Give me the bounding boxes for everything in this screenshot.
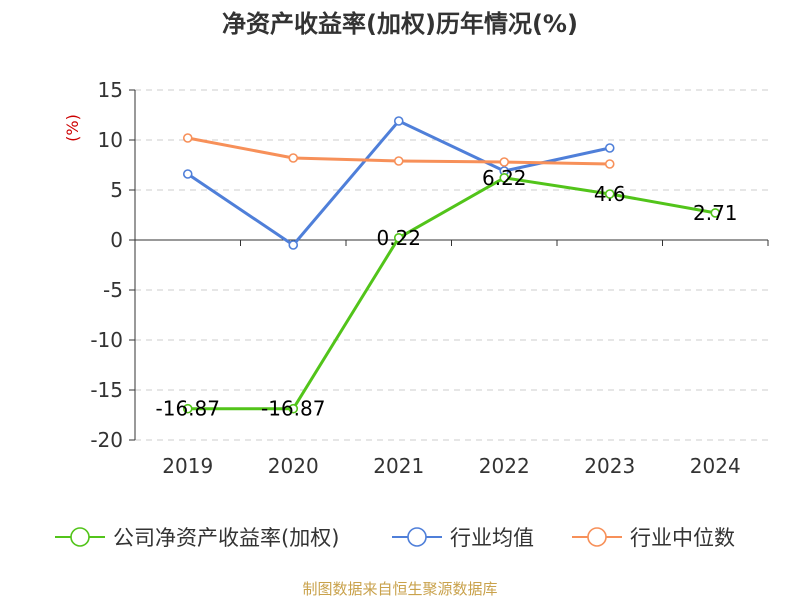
y-tick-label: -20 xyxy=(90,428,123,452)
legend-label: 公司净资产收益率(加权) xyxy=(113,526,339,550)
legend-item: 行业均值 xyxy=(392,526,534,550)
legend-label: 行业中位数 xyxy=(630,526,735,550)
y-tick-label: 0 xyxy=(110,228,123,252)
y-tick-label: 15 xyxy=(98,78,123,102)
data-point xyxy=(604,159,615,169)
legend-marker xyxy=(407,527,427,547)
data-label: -16.87 xyxy=(261,397,325,421)
data-label: 2.71 xyxy=(693,201,738,225)
y-tick-label: -15 xyxy=(90,378,123,402)
data-labels: -16.87 -16.87 0.22 6.22 4.6 2.71 xyxy=(156,166,738,421)
data-point xyxy=(182,403,193,414)
data-point xyxy=(604,143,615,153)
grid-lines xyxy=(135,89,768,441)
y-tick-label: -5 xyxy=(103,278,123,302)
x-tick-label: 2022 xyxy=(479,454,530,478)
x-tick-label: 2024 xyxy=(690,454,741,478)
data-point xyxy=(288,240,299,250)
data-point xyxy=(710,208,721,218)
legend-label: 行业均值 xyxy=(450,526,534,550)
series-line-0 xyxy=(187,176,716,411)
data-label: -16.87 xyxy=(156,397,220,421)
y-axis-label: (%) xyxy=(63,114,82,142)
y-tick-label: 10 xyxy=(98,128,123,152)
legend-item: 行业中位数 xyxy=(572,526,735,550)
data-point xyxy=(393,233,404,243)
data-point xyxy=(288,153,299,163)
data-point xyxy=(393,156,404,166)
legend-item: 公司净资产收益率(加权) xyxy=(55,526,339,550)
series-lines xyxy=(182,116,721,414)
source-note: 制图数据来自恒生聚源数据库 xyxy=(302,580,497,598)
y-tick-label: -10 xyxy=(90,328,123,352)
legend-marker xyxy=(587,527,607,547)
y-tick-label: 5 xyxy=(110,178,123,202)
data-label: 4.6 xyxy=(594,182,626,206)
data-point xyxy=(182,169,193,179)
legend: 公司净资产收益率(加权) 行业均值 行业中位数 xyxy=(55,526,735,550)
data-point xyxy=(288,403,299,414)
axes: 15 10 5 0 -5 -10 -15 -20 2019 2020 2021 2022 2023 202… xyxy=(90,78,769,478)
chart-title: 净资产收益率(加权)历年情况(%) xyxy=(222,10,578,38)
data-label: 6.22 xyxy=(482,166,527,190)
x-tick-label: 2021 xyxy=(373,454,424,478)
data-point xyxy=(182,133,193,143)
data-point xyxy=(499,157,510,167)
x-tick-label: 2023 xyxy=(584,454,635,478)
x-tick-label: 2019 xyxy=(162,454,213,478)
data-point xyxy=(393,116,404,126)
legend-marker xyxy=(70,527,90,547)
data-point xyxy=(604,189,615,199)
data-label: 0.22 xyxy=(376,226,421,250)
data-point xyxy=(499,173,510,183)
x-tick-label: 2020 xyxy=(268,454,319,478)
